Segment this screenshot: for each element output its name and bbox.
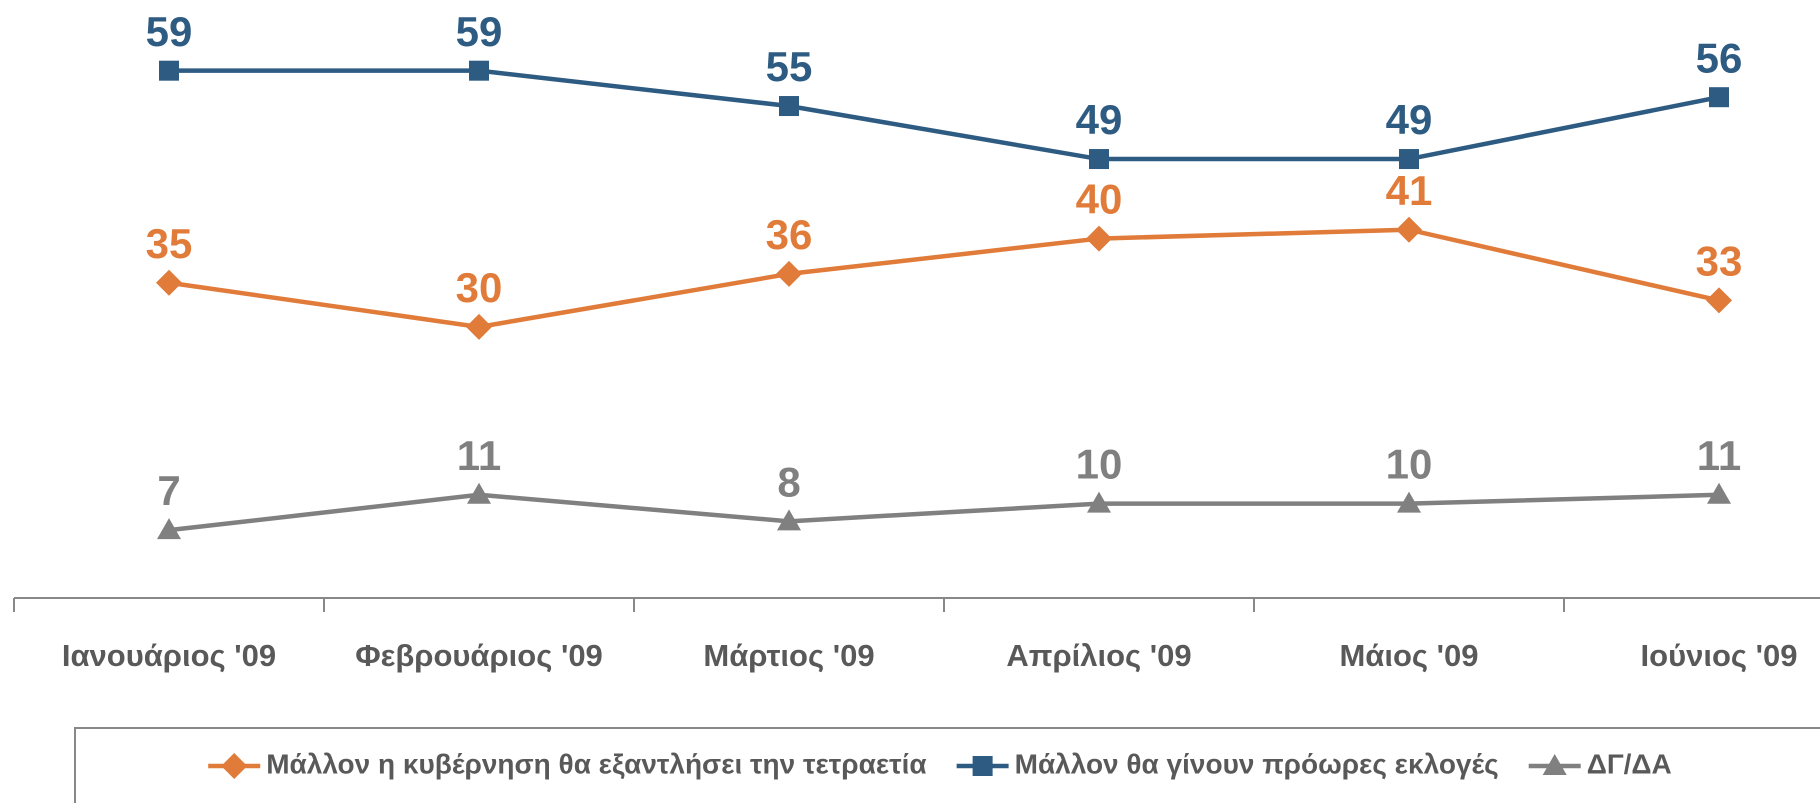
data-label: 41 [1386,167,1433,214]
data-point [1086,225,1112,252]
data-point [156,269,182,296]
x-tick-label: Ιανουάριος '09 [62,638,276,673]
legend-marker [972,756,993,776]
data-label: 33 [1696,238,1743,285]
legend-marker [221,753,248,779]
data-label: 36 [766,211,813,258]
data-point [777,509,801,531]
data-label: 59 [456,8,503,55]
x-tick-label: Φεβρουάριος '09 [355,638,603,673]
data-point [1709,87,1729,108]
data-label: 10 [1386,441,1433,488]
data-label: 56 [1696,34,1743,81]
x-tick-label: Μάρτιος '09 [703,638,874,673]
series-line [168,227,1720,330]
data-label: 7 [157,467,180,514]
data-point [1399,149,1419,170]
data-point [159,60,179,81]
data-point [779,96,799,117]
legend-box [74,727,1820,803]
data-point [1087,491,1111,513]
x-tick-label: Μάιος '09 [1339,638,1478,673]
data-label: 11 [1697,432,1741,479]
data-label: 40 [1076,176,1123,223]
data-label: 8 [777,458,800,505]
data-point [467,482,491,504]
data-label: 55 [766,43,813,90]
data-point [1089,149,1109,170]
data-label: 10 [1076,441,1123,488]
data-label: 49 [1386,96,1433,143]
data-label: 49 [1076,96,1123,143]
legend-label: Μάλλον θα γίνουν πρόωρες εκλογές [1015,748,1499,779]
series-line [168,492,1720,533]
series-line [169,68,1720,162]
data-point [1397,491,1421,513]
data-point [1396,216,1422,243]
data-point [776,260,802,287]
legend-label: Μάλλον η κυβέρνηση θα εξαντλήσει την τετ… [266,748,926,779]
legend-label: ΔΓ/ΔΑ [1587,748,1672,779]
data-label: 59 [146,8,193,55]
data-label: 30 [456,264,503,311]
data-label: 35 [146,220,193,267]
x-tick-label: Ιούνιος '09 [1641,638,1798,673]
legend-marker [1542,754,1567,775]
data-point [157,518,181,540]
data-point [1707,482,1731,504]
data-point [466,313,492,340]
data-point [1706,287,1732,314]
x-tick-label: Απρίλιος '09 [1006,638,1191,673]
data-label: 11 [457,432,501,479]
legend: Μάλλον η κυβέρνηση θα εξαντλήσει την τετ… [208,748,1672,779]
data-point [469,60,489,81]
